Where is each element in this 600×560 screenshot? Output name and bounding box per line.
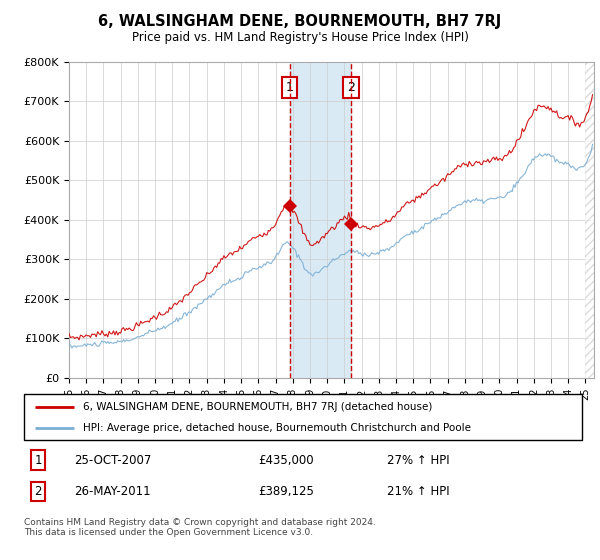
Text: 26-MAY-2011: 26-MAY-2011 — [74, 485, 151, 498]
Text: 1: 1 — [34, 454, 42, 466]
Text: Price paid vs. HM Land Registry's House Price Index (HPI): Price paid vs. HM Land Registry's House … — [131, 31, 469, 44]
Text: 25-OCT-2007: 25-OCT-2007 — [74, 454, 152, 466]
Bar — [290, 62, 351, 378]
FancyBboxPatch shape — [24, 394, 582, 440]
Text: HPI: Average price, detached house, Bournemouth Christchurch and Poole: HPI: Average price, detached house, Bour… — [83, 423, 470, 433]
Text: Contains HM Land Registry data © Crown copyright and database right 2024.
This d: Contains HM Land Registry data © Crown c… — [24, 518, 376, 538]
Text: 1: 1 — [286, 81, 293, 94]
Text: 6, WALSINGHAM DENE, BOURNEMOUTH, BH7 7RJ (detached house): 6, WALSINGHAM DENE, BOURNEMOUTH, BH7 7RJ… — [83, 402, 432, 412]
Text: 2: 2 — [34, 485, 42, 498]
Text: 21% ↑ HPI: 21% ↑ HPI — [387, 485, 449, 498]
Text: 27% ↑ HPI: 27% ↑ HPI — [387, 454, 449, 466]
Text: £435,000: £435,000 — [259, 454, 314, 466]
Text: £389,125: £389,125 — [259, 485, 314, 498]
Text: 2: 2 — [347, 81, 355, 94]
Text: 6, WALSINGHAM DENE, BOURNEMOUTH, BH7 7RJ: 6, WALSINGHAM DENE, BOURNEMOUTH, BH7 7RJ — [98, 14, 502, 29]
